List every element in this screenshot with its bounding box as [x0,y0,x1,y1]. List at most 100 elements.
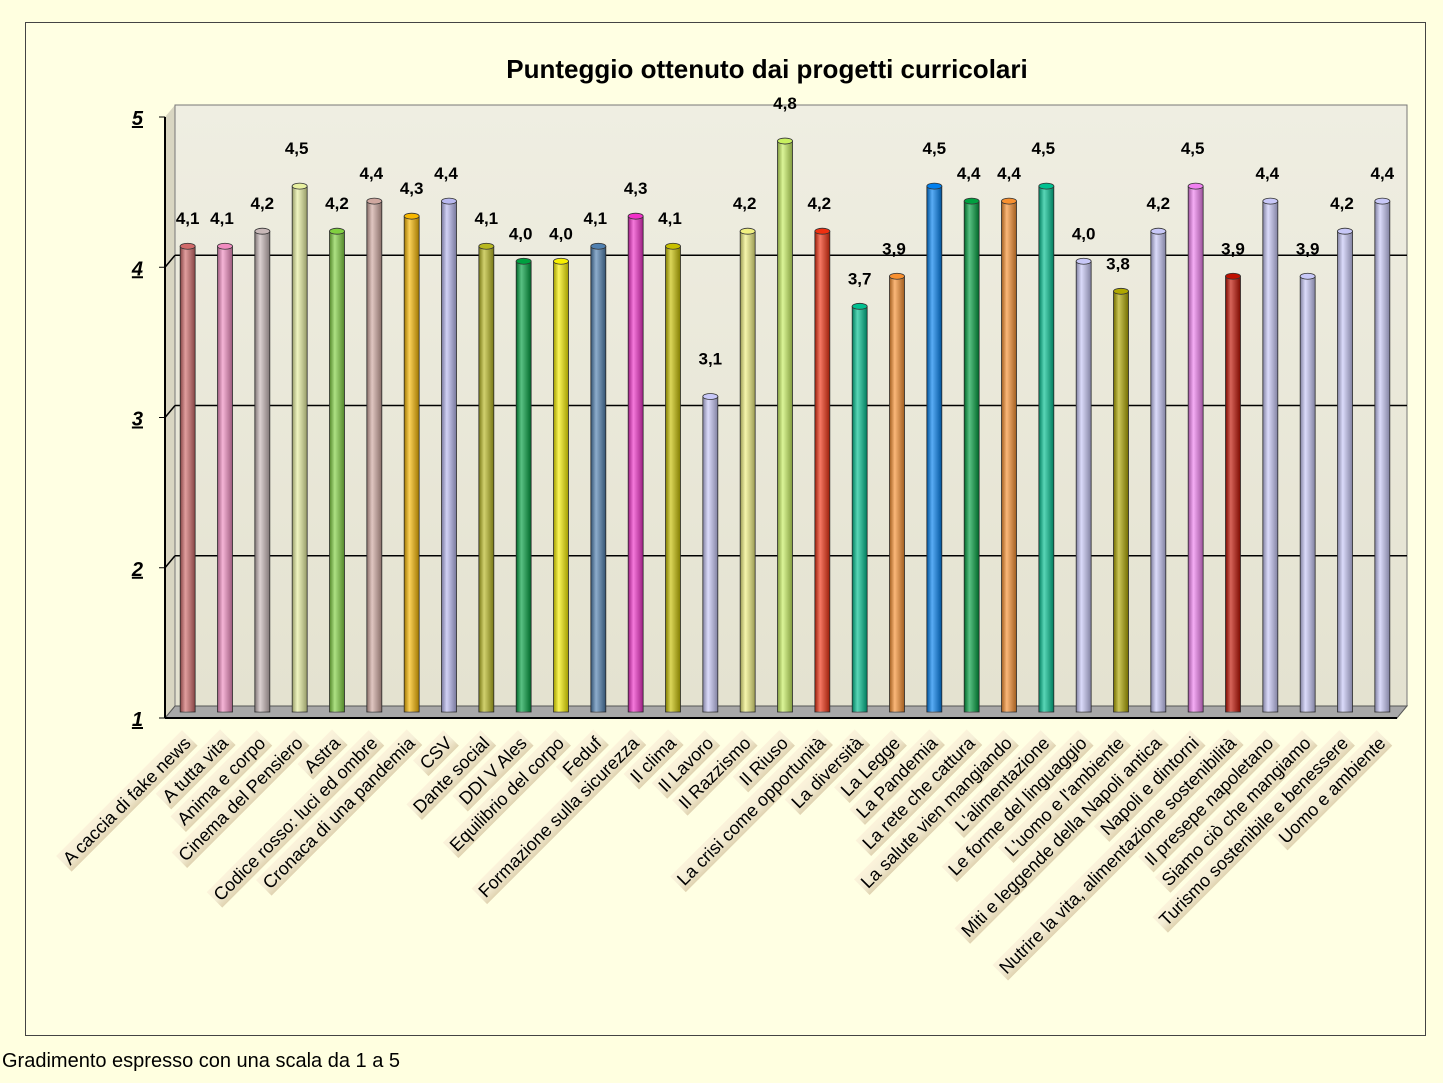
bar-shading [404,216,420,713]
bar-shading [889,276,905,712]
bar-shading [329,231,345,712]
bar-top [291,182,308,190]
bar-shading [852,306,868,712]
data-label: 4,5 [1032,139,1056,158]
category-label-bg [671,730,758,816]
data-label: 4,3 [624,179,648,198]
bar-shading [964,201,980,712]
bar-top [1299,272,1316,280]
data-label: 3,8 [1106,254,1130,273]
bar-shading [1113,291,1129,712]
bar-top [1187,182,1204,190]
bar-top [403,212,420,220]
bar-top [254,227,271,235]
data-label: 4,1 [584,209,608,228]
bar-top [366,197,383,205]
bar-shading [1001,201,1017,712]
data-label: 4,2 [733,194,757,213]
category-label-bg [834,730,907,803]
data-label: 4,4 [360,164,384,183]
category-label-bg [206,730,385,908]
data-label: 4,0 [1072,224,1096,243]
gridline [164,405,176,418]
bar-shading [1225,276,1241,712]
bar-top [1337,227,1353,235]
bar-shading [814,231,830,712]
bar-shading [217,246,233,712]
gridline [164,555,176,569]
data-label: 4,1 [176,209,200,228]
bar-top [851,302,868,310]
bar-top [478,242,495,250]
category-label-bg [412,730,459,777]
bar-top [1225,272,1241,280]
data-label: 3,1 [699,349,723,368]
data-label: 4,4 [957,164,981,183]
data-label: 4,5 [923,139,947,158]
category-label-bg [1093,730,1206,842]
data-label: 4,4 [434,164,458,183]
bar-top [739,227,756,235]
bar-shading [1076,261,1092,712]
category-label-bg [442,730,571,859]
category-label-bg [297,729,348,780]
category-label-bg [1152,730,1355,933]
y-tick-label: 4 [131,258,143,280]
bar-top [1150,227,1167,235]
bar-shading [441,201,457,712]
category-label-bg [992,729,1244,981]
bar-top [814,227,831,235]
category-label-bg [406,730,497,820]
bar-top [179,242,196,250]
data-label: 4,1 [210,209,234,228]
bar-shading [366,201,382,712]
bar-top [1262,197,1279,205]
data-label: 4,2 [251,194,275,213]
category-label-bg [849,729,945,825]
category-label-bg [1138,730,1281,873]
bar-top [1075,257,1092,265]
data-label: 4,4 [997,164,1021,183]
bar-shading [1262,201,1278,712]
category-label-bg [170,730,273,832]
bar-shading [590,246,606,712]
data-label: 4,4 [1256,164,1280,183]
bar-top [777,137,793,145]
bar-top [926,182,943,190]
data-label: 3,9 [1296,239,1320,258]
bar-shading [180,246,196,712]
category-label-bg [954,729,1169,944]
bar-top [217,242,233,250]
bar-shading [1300,276,1316,712]
bar-shading [665,246,681,712]
category-label-bg [171,730,310,869]
bar-top [889,272,905,280]
bar-shading [740,231,756,712]
bar-top [627,212,644,220]
y-tick-label: 1 [132,709,143,731]
bar-top [963,197,980,205]
category-label-bg [1154,730,1318,893]
data-label: 3,9 [882,239,906,258]
category-label-bg [155,729,236,810]
category-label-bg [997,730,1131,864]
bar-top [1038,182,1055,190]
bar-top [1113,287,1129,295]
chart-title: Punteggio ottenuto dai progetti curricol… [506,54,1027,84]
category-label-bg [941,730,1094,883]
bar-top [329,227,345,235]
data-label: 4,8 [773,94,797,113]
data-label: 4,1 [475,209,499,228]
bar-shading [926,186,942,712]
category-label-bg [452,730,534,812]
category-label-bg [855,729,983,857]
data-label: 4,2 [1147,194,1171,213]
bar-top [665,242,681,250]
category-label-bg [854,730,1019,895]
category-label-bg [784,729,871,815]
bar-shading [292,186,308,712]
bar-shading [1374,201,1390,712]
gridline [164,254,176,268]
y-tick-label: 3 [132,409,143,431]
